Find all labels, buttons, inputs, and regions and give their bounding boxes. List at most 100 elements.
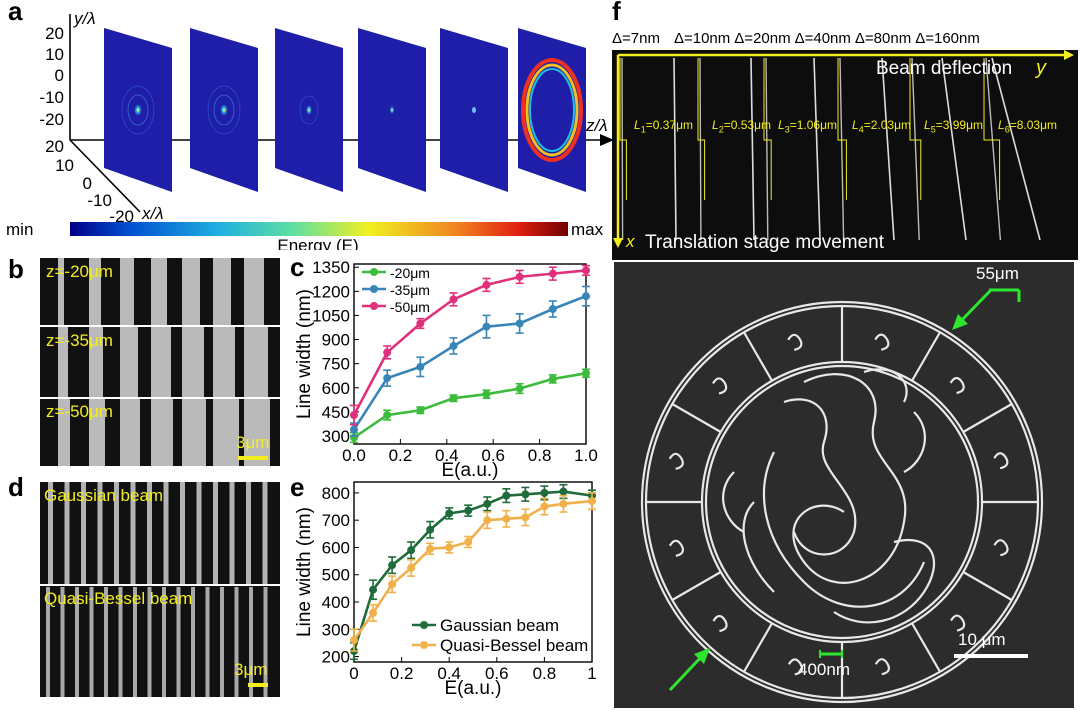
data-point (502, 491, 511, 500)
data-point (388, 561, 397, 570)
data-point (559, 499, 568, 508)
data-point (369, 585, 378, 594)
y-axis-label: y/λ (73, 9, 96, 28)
data-point (582, 292, 590, 301)
x-tick-label: 0 (349, 664, 358, 683)
legend-entry: -20μm (390, 265, 430, 281)
data-point (383, 374, 392, 383)
y-tick-label: 800 (322, 484, 350, 503)
delta-label: Δ=7nm (612, 30, 660, 47)
scale-bar-b (238, 456, 268, 460)
y-tick: -20 (39, 110, 64, 129)
scale-bar-label-g: 10 μm (958, 630, 1006, 649)
x-axis-line (69, 139, 141, 213)
panel-label-e: e (290, 472, 305, 502)
z-tick: -20 (109, 207, 134, 226)
row-label-z50: z=-50μm (46, 402, 113, 421)
x-tick-label: 0.4 (435, 446, 459, 465)
y-tick-label: 750 (322, 355, 350, 374)
legend-marker (420, 621, 428, 629)
axis-x-label: x (626, 232, 635, 251)
x-axis-label: E(a.u.) (444, 678, 501, 699)
colorbar (70, 222, 568, 236)
beam-planes (104, 28, 586, 192)
y-tick-label: 600 (322, 538, 350, 557)
panel-label-d: d (8, 472, 24, 502)
legend-marker (370, 268, 378, 276)
delta-label: Δ=20nm (734, 30, 791, 47)
z-axis-arrow (600, 134, 614, 146)
data-point (559, 487, 568, 496)
data-point (582, 266, 590, 275)
y-tick-label: 1350 (312, 258, 350, 277)
length-label: L1=0.37μm (634, 118, 693, 135)
data-point (426, 525, 435, 534)
x-tick-label: 0.8 (528, 446, 552, 465)
legend-entry: Gaussian beam (440, 616, 559, 635)
label-55um: 55μm (976, 264, 1019, 283)
y-tick-label: 300 (322, 427, 350, 446)
panel-label-b: b (8, 254, 24, 284)
data-point (426, 544, 435, 553)
x-tick-label: 0.4 (437, 664, 461, 683)
legend-marker (370, 285, 378, 293)
z-tick: -10 (87, 191, 112, 210)
z-axis-label: z/λ (585, 116, 608, 135)
length-label: L4=2.03μm (852, 118, 911, 135)
y-tick: 20 (45, 24, 64, 43)
panel-d-image (40, 482, 280, 697)
x-tick-label: 0.6 (485, 664, 509, 683)
data-point (449, 295, 458, 304)
panel-b-image (40, 258, 280, 466)
legend-entry: -35μm (390, 282, 430, 298)
panel-label-f: f (612, 0, 621, 26)
axis-y-label: y (1036, 57, 1046, 79)
label-400nm: 400nm (798, 660, 850, 679)
data-point (482, 322, 491, 331)
y-tick-label: 200 (322, 648, 350, 667)
translation-label: Translation stage movement (645, 232, 885, 253)
data-point (416, 362, 425, 371)
z-tick: 20 (45, 137, 64, 156)
plane-6 (518, 28, 586, 192)
data-point (548, 305, 557, 313)
plot-frame (353, 481, 593, 663)
data-point (383, 348, 392, 357)
y-tick-label: 450 (322, 403, 350, 422)
data-point (548, 374, 557, 383)
x-tick-label: 0.2 (390, 664, 414, 683)
panel-label-c-static: c (290, 252, 305, 282)
y-tick-label: 600 (322, 379, 350, 398)
data-point (464, 538, 473, 546)
row-label-z20: z=-20μm (46, 262, 113, 281)
data-point (464, 506, 473, 515)
dragon-pattern (640, 300, 1044, 704)
data-point (483, 499, 492, 508)
delta-label: Δ=80nm (854, 30, 912, 47)
legend-entry: Quasi-Bessel beam (440, 636, 588, 655)
x-tick-label: 1 (587, 664, 596, 683)
colorbar-min: min (6, 220, 33, 239)
x-axis-label: x/λ (141, 204, 164, 223)
data-point (383, 411, 392, 420)
row-label-z35: z=-35μm (46, 331, 113, 350)
row-label-bessel: Quasi-Bessel beam (44, 589, 193, 608)
y-tick-label: 1050 (312, 306, 350, 325)
data-point (582, 369, 590, 378)
z-tick: 0 (83, 174, 92, 193)
data-point (548, 269, 557, 278)
y-tick: -10 (39, 88, 64, 107)
data-point (407, 546, 416, 555)
y-tick-label: 300 (322, 620, 350, 639)
data-point (521, 513, 530, 522)
y-tick: 10 (45, 45, 64, 64)
delta-label: Δ=40nm (794, 30, 851, 47)
colorbar-max: max (571, 220, 604, 239)
panel-c-chart: 300 450 600 750 900 1050 1200 1350 0.0 0.2 0.4 0.6 0… (294, 258, 598, 481)
y-tick-label: 400 (322, 593, 350, 612)
data-point (588, 497, 596, 506)
panel-g-image (614, 262, 1074, 708)
data-point (482, 280, 491, 289)
data-point (350, 425, 358, 434)
